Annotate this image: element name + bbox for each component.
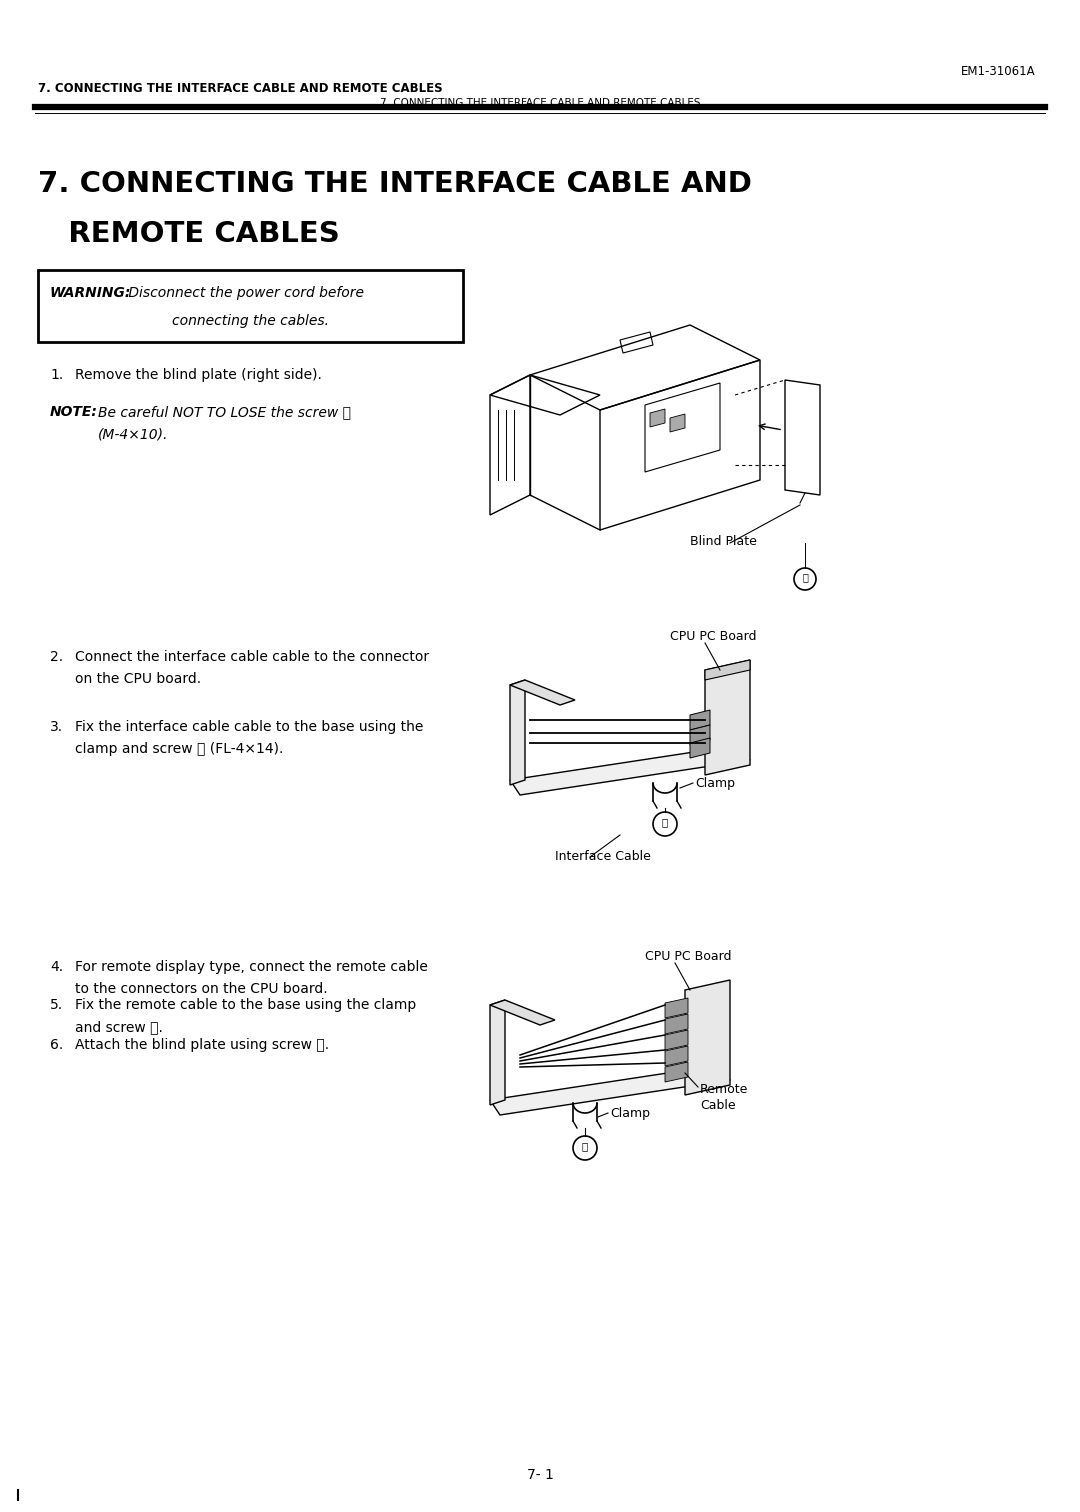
Polygon shape: [705, 661, 750, 776]
Text: Ⓔ: Ⓔ: [582, 1142, 589, 1151]
Text: Interface Cable: Interface Cable: [555, 850, 651, 863]
Text: 3.: 3.: [50, 720, 63, 733]
Text: CPU PC Board: CPU PC Board: [645, 950, 731, 963]
Text: Ⓔ: Ⓔ: [802, 572, 808, 582]
Text: 5.: 5.: [50, 998, 63, 1012]
Text: 7. CONNECTING THE INTERFACE CABLE AND REMOTE CABLES: 7. CONNECTING THE INTERFACE CABLE AND RE…: [38, 82, 443, 95]
Polygon shape: [685, 980, 730, 1095]
Text: Remove the blind plate (right side).: Remove the blind plate (right side).: [75, 367, 322, 383]
Text: Attach the blind plate using screw Ⓔ.: Attach the blind plate using screw Ⓔ.: [75, 1039, 329, 1052]
Text: Disconnect the power cord before: Disconnect the power cord before: [124, 286, 364, 299]
Text: 6.: 6.: [50, 1039, 64, 1052]
Text: (M-4×10).: (M-4×10).: [98, 428, 168, 442]
Polygon shape: [690, 724, 710, 745]
Polygon shape: [490, 1064, 730, 1114]
Polygon shape: [490, 999, 505, 1105]
Text: 7. CONNECTING THE INTERFACE CABLE AND REMOTE CABLES: 7. CONNECTING THE INTERFACE CABLE AND RE…: [380, 98, 700, 107]
Polygon shape: [490, 999, 555, 1025]
Bar: [38, 271, 463, 342]
Text: Fix the remote cable to the base using the clamp: Fix the remote cable to the base using t…: [75, 998, 416, 1012]
Text: Remote
Cable: Remote Cable: [700, 1083, 748, 1111]
Text: Clamp: Clamp: [696, 777, 735, 789]
Polygon shape: [510, 680, 525, 785]
Text: For remote display type, connect the remote cable: For remote display type, connect the rem…: [75, 960, 428, 974]
Polygon shape: [665, 1046, 688, 1066]
Text: EM1-31061A: EM1-31061A: [960, 65, 1035, 79]
Polygon shape: [705, 661, 750, 680]
Polygon shape: [665, 1015, 688, 1034]
Text: WARNING:: WARNING:: [50, 286, 132, 299]
Polygon shape: [665, 1030, 688, 1049]
Text: REMOTE CABLES: REMOTE CABLES: [38, 221, 340, 248]
Text: Be careful NOT TO LOSE the screw Ⓔ: Be careful NOT TO LOSE the screw Ⓔ: [98, 405, 351, 419]
Text: Fix the interface cable cable to the base using the: Fix the interface cable cable to the bas…: [75, 720, 423, 733]
Text: 4.: 4.: [50, 960, 63, 974]
Text: Ⓕ: Ⓕ: [662, 816, 669, 827]
Text: CPU PC Board: CPU PC Board: [670, 631, 756, 643]
Text: Blind Plate: Blind Plate: [690, 535, 757, 547]
Text: 7- 1: 7- 1: [527, 1468, 553, 1482]
Polygon shape: [690, 738, 710, 758]
Polygon shape: [665, 998, 688, 1018]
Polygon shape: [670, 414, 685, 432]
Polygon shape: [510, 745, 750, 795]
Polygon shape: [665, 1061, 688, 1083]
Text: Clamp: Clamp: [610, 1107, 650, 1120]
Text: connecting the cables.: connecting the cables.: [172, 314, 329, 328]
Text: 1.: 1.: [50, 367, 64, 383]
Text: clamp and screw Ⓕ (FL-4×14).: clamp and screw Ⓕ (FL-4×14).: [75, 742, 283, 756]
Text: on the CPU board.: on the CPU board.: [75, 671, 201, 686]
Polygon shape: [650, 410, 665, 426]
Polygon shape: [690, 711, 710, 730]
Text: and screw Ⓕ.: and screw Ⓕ.: [75, 1021, 163, 1034]
Text: Connect the interface cable cable to the connector: Connect the interface cable cable to the…: [75, 650, 429, 664]
Text: to the connectors on the CPU board.: to the connectors on the CPU board.: [75, 981, 327, 996]
Polygon shape: [510, 680, 575, 705]
Text: 2.: 2.: [50, 650, 63, 664]
Text: NOTE:: NOTE:: [50, 405, 98, 419]
Text: 7. CONNECTING THE INTERFACE CABLE AND: 7. CONNECTING THE INTERFACE CABLE AND: [38, 169, 752, 198]
